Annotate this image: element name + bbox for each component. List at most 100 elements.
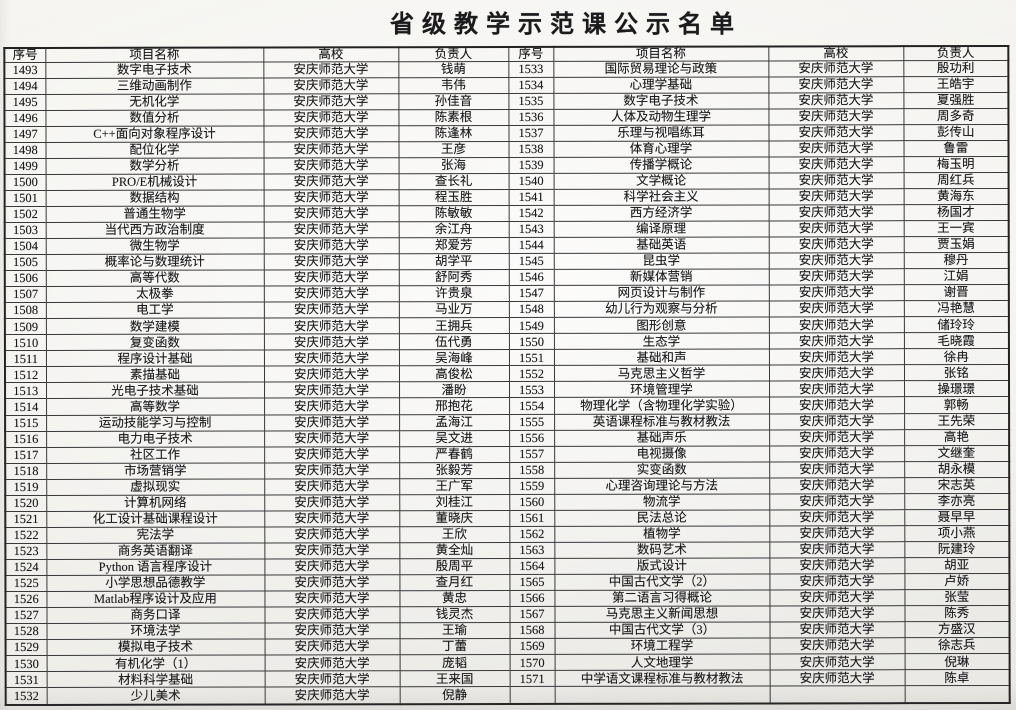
column-header-person-right: 负责人 bbox=[903, 45, 1009, 61]
cell-person: 孟海江 bbox=[399, 414, 510, 431]
cell-no: 1568 bbox=[509, 622, 555, 639]
cell-no: 1520 bbox=[5, 495, 47, 512]
cell-person: 王一宾 bbox=[903, 220, 1009, 237]
cell-no: 1534 bbox=[508, 76, 554, 94]
cell-course-name: 植物学 bbox=[554, 525, 770, 543]
cell-course-name: 程序设计基础 bbox=[45, 350, 264, 367]
cell-person: 余江舟 bbox=[398, 221, 509, 238]
cell-no: 1548 bbox=[508, 301, 554, 318]
cell-person: 潘盼 bbox=[399, 381, 510, 399]
cell-no: 1512 bbox=[4, 366, 47, 383]
cell-no: 1560 bbox=[509, 494, 555, 511]
cell-no: 1524 bbox=[5, 559, 47, 576]
cell-person: 韦伟 bbox=[398, 77, 509, 94]
cell-person: 吴海峰 bbox=[398, 349, 509, 367]
cell-no: 1497 bbox=[4, 126, 46, 143]
cell-course-name: 数码艺术 bbox=[554, 541, 770, 559]
cell-course-name: 新媒体营销 bbox=[553, 269, 769, 286]
page-title: 省级教学示范课公示名单 bbox=[390, 12, 742, 38]
cell-person: 宋志英 bbox=[904, 477, 1010, 494]
cell-course-name: 数据结构 bbox=[45, 189, 264, 207]
cell-course-name: 马克思主义哲学 bbox=[553, 365, 770, 382]
course-table-body: 1493 数字电子技术 安庆师范大学 钱萌 1533 国际贸易理论与政策 安庆师范大学 殷功利… bbox=[4, 59, 1010, 706]
cell-course-name: 虚拟现实 bbox=[46, 478, 265, 496]
cell-school: 安庆师范大学 bbox=[768, 332, 904, 350]
cell-school: 安庆师范大学 bbox=[263, 301, 399, 319]
cell-no: 1562 bbox=[509, 526, 555, 543]
cell-no: 1523 bbox=[5, 543, 47, 560]
cell-no: 1528 bbox=[5, 623, 47, 640]
cell-school: 安庆师范大学 bbox=[264, 687, 400, 705]
cell-no: 1498 bbox=[4, 142, 46, 159]
cell-school: 安庆师范大学 bbox=[264, 494, 400, 511]
cell-no: 1553 bbox=[509, 381, 555, 398]
cell-school: 安庆师范大学 bbox=[768, 172, 904, 189]
cell-school: 安庆师范大学 bbox=[769, 621, 905, 639]
cell-person: 李亦亮 bbox=[904, 493, 1010, 510]
cell-course-name: 编译原理 bbox=[553, 220, 769, 238]
cell-person: 聂早早 bbox=[904, 509, 1010, 526]
cell-no: 1529 bbox=[5, 639, 47, 656]
cell-no: 1552 bbox=[508, 365, 555, 382]
cell-person: 张铭 bbox=[903, 364, 1010, 382]
cell-school: 安庆师范大学 bbox=[263, 93, 399, 110]
cell-school: 安庆师范大学 bbox=[768, 92, 904, 109]
cell-no: 1525 bbox=[5, 575, 47, 592]
cell-course-name: 三维动画制作 bbox=[45, 77, 264, 95]
column-header-no-right: 序号 bbox=[508, 46, 554, 61]
cell-school: 安庆师范大学 bbox=[264, 478, 400, 495]
cell-course-name: 生态学 bbox=[553, 333, 769, 350]
cell-school: 安庆师范大学 bbox=[264, 574, 400, 592]
cell-no: 1522 bbox=[5, 527, 47, 544]
cell-person: 王欣 bbox=[399, 526, 510, 543]
cell-school: 安庆师范大学 bbox=[264, 430, 400, 447]
cell-course-name: 基础声乐 bbox=[554, 429, 770, 447]
cell-course-name: 数值分析 bbox=[45, 109, 264, 127]
cell-no: 1571 bbox=[509, 670, 555, 687]
cell-person: 严春鹤 bbox=[399, 446, 510, 463]
cell-no: 1547 bbox=[508, 285, 554, 302]
cell-course-name: 数字电子技术 bbox=[45, 61, 264, 79]
cell-school: 安庆师范大学 bbox=[769, 397, 905, 414]
cell-course-name: 第二语言习得概论 bbox=[554, 589, 770, 607]
cell-no: 1545 bbox=[508, 253, 554, 270]
cell-course-name: 当代西方政治制度 bbox=[45, 221, 264, 239]
cell-person: 查长礼 bbox=[398, 173, 509, 190]
cell-person: 穆丹 bbox=[903, 252, 1009, 269]
cell-person: 鲁雷 bbox=[903, 140, 1009, 157]
cell-no: 1541 bbox=[508, 189, 554, 206]
cell-no: 1559 bbox=[509, 478, 555, 495]
cell-course-name: 基础英语 bbox=[553, 236, 769, 254]
cell-no: 1503 bbox=[4, 222, 46, 239]
cell-no: 1542 bbox=[508, 205, 554, 222]
cell-no: 1569 bbox=[509, 638, 555, 655]
cell-course-name: PRO/E机械设计 bbox=[45, 173, 264, 191]
cell-course-name: 国际贸易理论与政策 bbox=[553, 60, 769, 77]
cell-person: 文继奎 bbox=[904, 445, 1010, 462]
cell-school: 安庆师范大学 bbox=[769, 589, 905, 607]
cell-school: 安庆师范大学 bbox=[263, 285, 399, 303]
cell-school: 安庆师范大学 bbox=[769, 637, 905, 655]
cell-person: 杨国才 bbox=[903, 204, 1009, 221]
cell-course-name: 科学社会主义 bbox=[553, 188, 769, 206]
cell-school: 安庆师范大学 bbox=[264, 542, 400, 559]
cell-no: 1540 bbox=[508, 173, 554, 190]
cell-school: 安庆师范大学 bbox=[768, 316, 904, 334]
column-header-no-left: 序号 bbox=[4, 47, 46, 63]
cell-course-name: 中国古代文学（2） bbox=[554, 573, 770, 591]
cell-no: 1555 bbox=[509, 413, 555, 431]
cell-school: 安庆师范大学 bbox=[769, 605, 905, 623]
cell-school: 安庆师范大学 bbox=[263, 173, 399, 190]
cell-person: 王拥兵 bbox=[398, 317, 509, 335]
cell-no: 1511 bbox=[4, 350, 46, 367]
cell-school: 安庆师范大学 bbox=[769, 541, 905, 558]
cell-no: 1505 bbox=[4, 254, 46, 271]
cell-person: 梅玉明 bbox=[903, 156, 1009, 173]
cell-school: 安庆师范大学 bbox=[263, 350, 399, 367]
cell-school: 安庆师范大学 bbox=[769, 493, 905, 510]
cell-school: 安庆师范大学 bbox=[264, 446, 400, 463]
cell-school: 安庆师范大学 bbox=[769, 669, 905, 687]
cell-school: 安庆师范大学 bbox=[263, 157, 399, 174]
cell-course-name: 版式设计 bbox=[554, 557, 770, 575]
cell-school: 安庆师范大学 bbox=[769, 445, 905, 462]
